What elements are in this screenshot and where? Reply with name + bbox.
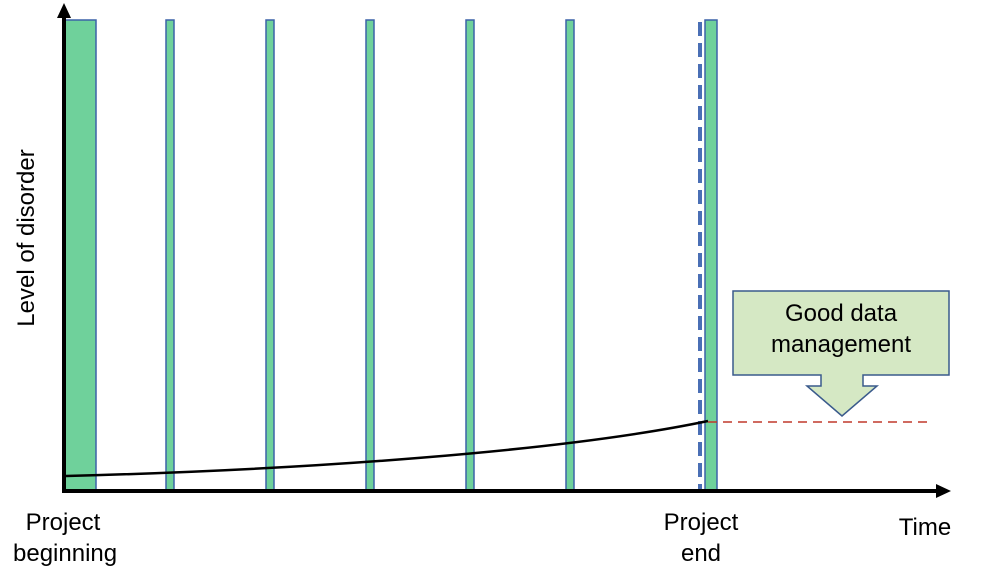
milestone-bar [365, 19, 375, 491]
project-beginning-line2: beginning [13, 540, 118, 567]
project-beginning-label: Project beginning [13, 507, 118, 569]
project-end-line1: Project [663, 509, 739, 536]
project-end-line2: end [680, 540, 722, 567]
project-end-bar [704, 19, 718, 491]
y-axis-label: Level of disorder [13, 149, 40, 327]
milestone-bar [265, 19, 275, 491]
callout-text: Good data management [733, 298, 949, 360]
y-axis-arrowhead [57, 3, 71, 18]
milestone-bar [565, 19, 575, 491]
x-axis-label: Time [898, 514, 952, 541]
project-beginning-line1: Project [25, 509, 101, 536]
project-start-bar [64, 19, 97, 491]
milestone-bar [165, 19, 175, 491]
milestone-bar [465, 19, 475, 491]
callout-line2: management [770, 331, 912, 358]
x-axis-arrowhead [936, 484, 951, 498]
callout-shape [732, 290, 950, 417]
project-end-label: Project end [651, 507, 751, 569]
disorder-curve [65, 419, 709, 478]
callout-line1: Good data [784, 300, 898, 327]
